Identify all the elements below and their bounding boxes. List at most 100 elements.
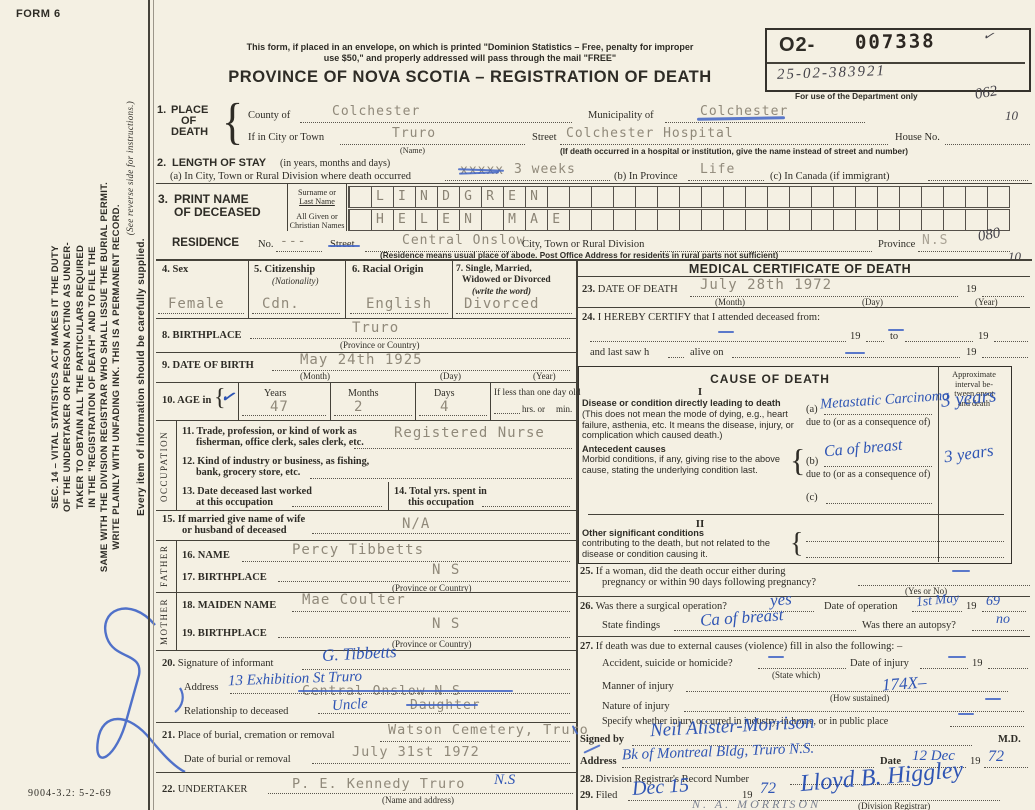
burial-place-value: Watson Cemetery, Truro	[388, 722, 589, 738]
dotted-line	[684, 710, 1024, 712]
field1-label-death: DEATH	[171, 126, 209, 138]
cause-of-death-box	[578, 366, 1012, 564]
marital-label-2: Widowed or Divorced	[462, 275, 551, 285]
cell-divider	[452, 259, 453, 318]
dotted-line	[590, 340, 846, 342]
certify-19b: 19	[978, 331, 989, 342]
dob-label: 9. DATE OF BIRTH	[162, 360, 254, 371]
sidebar-duty-line: OF THE UNDERTAKER OR PERSON ACTING AS UN…	[62, 242, 74, 512]
sidebar-divider-2	[153, 0, 154, 810]
dotted-line	[800, 799, 1000, 801]
dotted-line	[365, 250, 517, 252]
given-sublabel-2: Christian Names	[289, 221, 345, 230]
dotted-line	[858, 584, 1030, 586]
trade-value: Registered Nurse	[394, 425, 545, 441]
total-years-label-2: this occupation	[408, 497, 474, 508]
county-label: County of	[248, 110, 291, 121]
dotted-line	[456, 312, 572, 314]
dotted-line	[928, 179, 1028, 181]
sidebar-rotated-text: SEC. 14 – VITAL STATISTICS ACT MAKES IT …	[50, 101, 148, 653]
surname-sublabel-1: Surname or	[298, 188, 336, 197]
mother-side-label: MOTHER	[159, 598, 169, 646]
stay-b-label: (b) In Province	[614, 171, 678, 182]
dotted-line	[690, 295, 958, 297]
dotted-line	[622, 766, 874, 768]
date-of-death-label: 23. DATE OF DEATH	[582, 284, 678, 295]
external-causes-intro: 27. If death was due to external causes …	[580, 641, 903, 652]
ink-strike	[696, 116, 786, 121]
cause-part1-numeral: I	[697, 386, 703, 398]
dotted-line	[312, 532, 570, 534]
citizenship-label: 5. Citizenship	[254, 264, 316, 275]
dotted-line	[278, 580, 570, 582]
row-divider	[156, 650, 576, 651]
row-divider	[578, 276, 1030, 277]
dotted-line	[945, 143, 1030, 145]
age-hrs-label: hrs. or	[522, 404, 545, 414]
citizenship-value: Cdn.	[262, 296, 300, 312]
operation-date-value: 1st May	[915, 589, 960, 610]
surname-grid	[348, 186, 1010, 208]
father-birthplace-value: N S	[432, 562, 461, 578]
column-divider	[576, 259, 578, 810]
grid-label-divider	[346, 184, 347, 231]
dotted-line	[758, 799, 790, 801]
dotted-line	[494, 412, 520, 414]
trade-label-1: 11. Trade, profession, or kind of work a…	[182, 426, 357, 437]
disease-description: Disease or condition directly leading to…	[582, 398, 794, 441]
dotted-line	[988, 667, 1028, 669]
row-divider	[156, 382, 576, 383]
cell-divider	[388, 482, 389, 510]
dotted-line	[824, 413, 932, 415]
informant-sig-label: 20. Signature of informant	[162, 658, 274, 669]
date-of-death-value: July 28th 1972	[700, 277, 833, 293]
dod-year-note: (Year)	[975, 297, 998, 307]
father-name-label: 16. NAME	[182, 550, 230, 561]
stay-b-value: Life	[700, 162, 736, 177]
form-title: PROVINCE OF NOVA SCOTIA – REGISTRATION O…	[228, 68, 712, 86]
marital-value: Divorced	[464, 296, 540, 312]
signed-by-label: Signed by	[580, 734, 625, 745]
occupation-side-label: OCCUPATION	[159, 430, 169, 502]
dob-day-note: (Day)	[440, 371, 461, 381]
dotted-line	[318, 712, 570, 714]
registrar-record-label: 28. Division Registrar's Record Number	[580, 774, 749, 785]
injury-code-handwritten: 174X–	[881, 672, 927, 695]
dotted-line	[790, 783, 910, 785]
handwritten-code-080: 080	[976, 225, 1002, 245]
main-divider	[156, 259, 1032, 261]
pencil-name-clarification: N. A. MORRISON	[692, 797, 822, 810]
checkmark-icon: ✓	[981, 27, 996, 44]
cell-divider	[415, 382, 416, 420]
operation-19: 19	[966, 601, 977, 612]
dotted-line	[908, 766, 966, 768]
hospital-note: (If death occurred in a hospital or inst…	[560, 147, 909, 156]
burial-date-value: July 31st 1972	[352, 744, 480, 760]
sex-label: 4. Sex	[162, 264, 189, 275]
dotted-line	[350, 312, 448, 314]
dotted-line	[982, 295, 1024, 297]
dod-month-note: (Month)	[715, 297, 745, 307]
cause-a-due-to: due to (or as a consequence of)	[806, 417, 931, 428]
operation-date-label: Date of operation	[824, 601, 898, 612]
relationship-label: Relationship to deceased	[184, 706, 289, 717]
dotted-line	[632, 744, 972, 746]
mailing-notice-line2: use $50," and properly addressed will pa…	[323, 53, 617, 63]
row-divider	[156, 592, 576, 593]
sidebar-reverse-note: (See reverse side for instructions.)	[124, 101, 135, 236]
dotted-line	[354, 447, 572, 449]
row-divider	[578, 636, 1030, 637]
signed-date-label: Date	[880, 756, 901, 767]
filed-year-value: 72	[760, 780, 776, 797]
registration-prefix: O2-	[779, 34, 816, 56]
sidebar-duty-line: WRITE PLAINLY WITH UNFADING INK. THIS IS…	[111, 204, 123, 550]
name-note: (Name)	[400, 146, 426, 155]
ink-dash	[845, 352, 865, 354]
md-label: M.D.	[998, 734, 1021, 745]
cause-box-divider	[588, 514, 1004, 515]
residence-province-label: Province	[878, 239, 916, 250]
operation-year-value: 69	[986, 594, 1000, 609]
cell-divider	[490, 382, 491, 420]
certify-19a: 19	[850, 331, 861, 342]
